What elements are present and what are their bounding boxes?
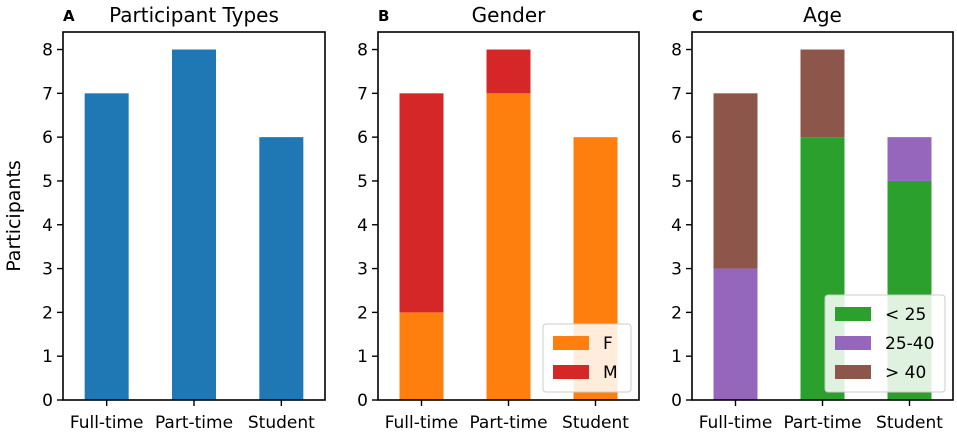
panel-a: 0 1 2 3 4 5 6 7 8 Full-time Part-time Student Partic… [3, 3, 326, 433]
legend-label-f: F [603, 334, 613, 354]
panel-letter: C [692, 7, 703, 25]
y-tick-label: 8 [42, 41, 53, 61]
y-tick-label: 3 [671, 260, 682, 280]
bar-student-participants [259, 137, 304, 400]
plot-frame [62, 31, 326, 401]
panel-letter: B [378, 7, 389, 25]
y-tick-label: 4 [671, 216, 682, 236]
legend-swatch-25-40 [835, 336, 871, 350]
y-tick-label: 8 [671, 41, 682, 61]
y-tick-label: 1 [357, 347, 368, 367]
y-tick-label: 7 [42, 84, 53, 104]
chart-title: Gender [472, 3, 546, 27]
y-tick-label: 0 [357, 391, 368, 411]
y-tick-label: 4 [357, 216, 368, 236]
x-tick-label-student: Student [562, 413, 629, 433]
y-tick-label: 8 [357, 41, 368, 61]
legend-label-m: M [603, 363, 618, 383]
x-tick-label-part-time: Part-time [155, 413, 233, 433]
legend-label-25-40: 25-40 [885, 334, 934, 354]
bar-full-time-m [399, 93, 444, 313]
chart-title: Participant Types [109, 3, 279, 27]
y-tick-label: 0 [671, 391, 682, 411]
y-tick-label: 2 [671, 303, 682, 323]
panel-letter: A [63, 7, 75, 25]
y-tick-label: 6 [357, 128, 368, 148]
legend-frame [542, 323, 632, 393]
panel-b: 0 1 2 3 4 5 6 7 8 Full-time Part-time Student Gender… [357, 3, 640, 433]
bar-part-time-participants [172, 49, 216, 401]
y-tick-label: 1 [42, 347, 53, 367]
y-tick-label: 1 [671, 347, 682, 367]
legend-label-40: > 40 [885, 363, 926, 383]
y-axis-label: Participants [3, 160, 25, 272]
x-tick-label-full-time: Full-time [699, 413, 773, 433]
bar-full-time-participants [84, 93, 129, 400]
y-tick-label: 2 [42, 303, 53, 323]
x-tick-label-student: Student [876, 413, 943, 433]
y-tick-label: 5 [671, 172, 682, 192]
y-tick-label: 7 [671, 84, 682, 104]
legend-swatch-25 [835, 307, 871, 321]
legend: < 25 25-40 > 40 [824, 294, 946, 393]
chart-title: Age [803, 3, 842, 27]
bar-full-time-25-40 [713, 268, 758, 400]
x-tick-label-full-time: Full-time [385, 413, 459, 433]
y-tick-label: 6 [42, 128, 53, 148]
bar-part-time-f [486, 93, 531, 400]
panel-c: 0 1 2 3 4 5 6 7 8 Full-time Part-time Student Age C < … [671, 3, 954, 433]
legend-label-25: < 25 [885, 305, 926, 325]
y-tick-label: 0 [42, 391, 53, 411]
bar-part-time-m [486, 49, 531, 94]
y-tick-label: 7 [357, 84, 368, 104]
bar-full-time-f [399, 312, 444, 400]
legend-swatch-m [553, 365, 589, 379]
x-tick-label-part-time: Part-time [469, 413, 547, 433]
legend-swatch-f [553, 336, 589, 350]
plot-frame [691, 31, 954, 401]
y-tick-label: 6 [671, 128, 682, 148]
plot-frame [377, 31, 640, 401]
bar-full-time-40 [713, 93, 758, 269]
legend-swatch-40 [835, 365, 871, 379]
y-tick-label: 4 [42, 216, 53, 236]
y-tick-label: 5 [42, 172, 53, 192]
x-tick-label-student: Student [248, 413, 315, 433]
y-tick-label: 3 [42, 260, 53, 280]
y-tick-label: 5 [357, 172, 368, 192]
y-tick-label: 3 [357, 260, 368, 280]
bar-part-time-40 [800, 49, 845, 138]
x-tick-label-part-time: Part-time [783, 413, 861, 433]
legend: FM [542, 323, 632, 393]
y-tick-label: 2 [357, 303, 368, 323]
bar-student-25-40 [887, 137, 932, 181]
x-tick-label-full-time: Full-time [70, 413, 144, 433]
